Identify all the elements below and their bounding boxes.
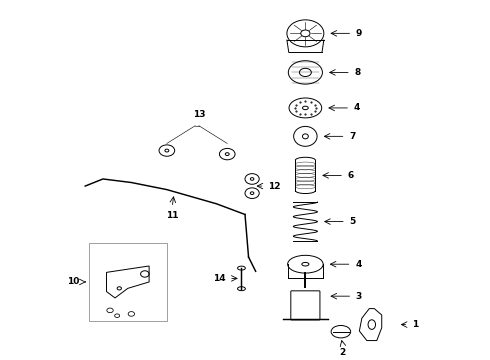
Text: 3: 3 <box>356 292 362 301</box>
Text: 6: 6 <box>347 171 354 180</box>
Text: 12: 12 <box>268 181 281 190</box>
Text: 4: 4 <box>355 260 362 269</box>
Text: 2: 2 <box>340 348 346 357</box>
Text: 1: 1 <box>412 320 418 329</box>
Text: 13: 13 <box>193 109 205 118</box>
Text: 4: 4 <box>354 103 360 112</box>
Text: 11: 11 <box>166 211 178 220</box>
Text: 14: 14 <box>213 274 225 283</box>
Text: 9: 9 <box>356 29 362 38</box>
Text: 10: 10 <box>68 278 80 287</box>
Text: 7: 7 <box>349 132 355 141</box>
Text: 5: 5 <box>349 217 356 226</box>
Text: 8: 8 <box>354 68 361 77</box>
Bar <box>89 243 167 321</box>
